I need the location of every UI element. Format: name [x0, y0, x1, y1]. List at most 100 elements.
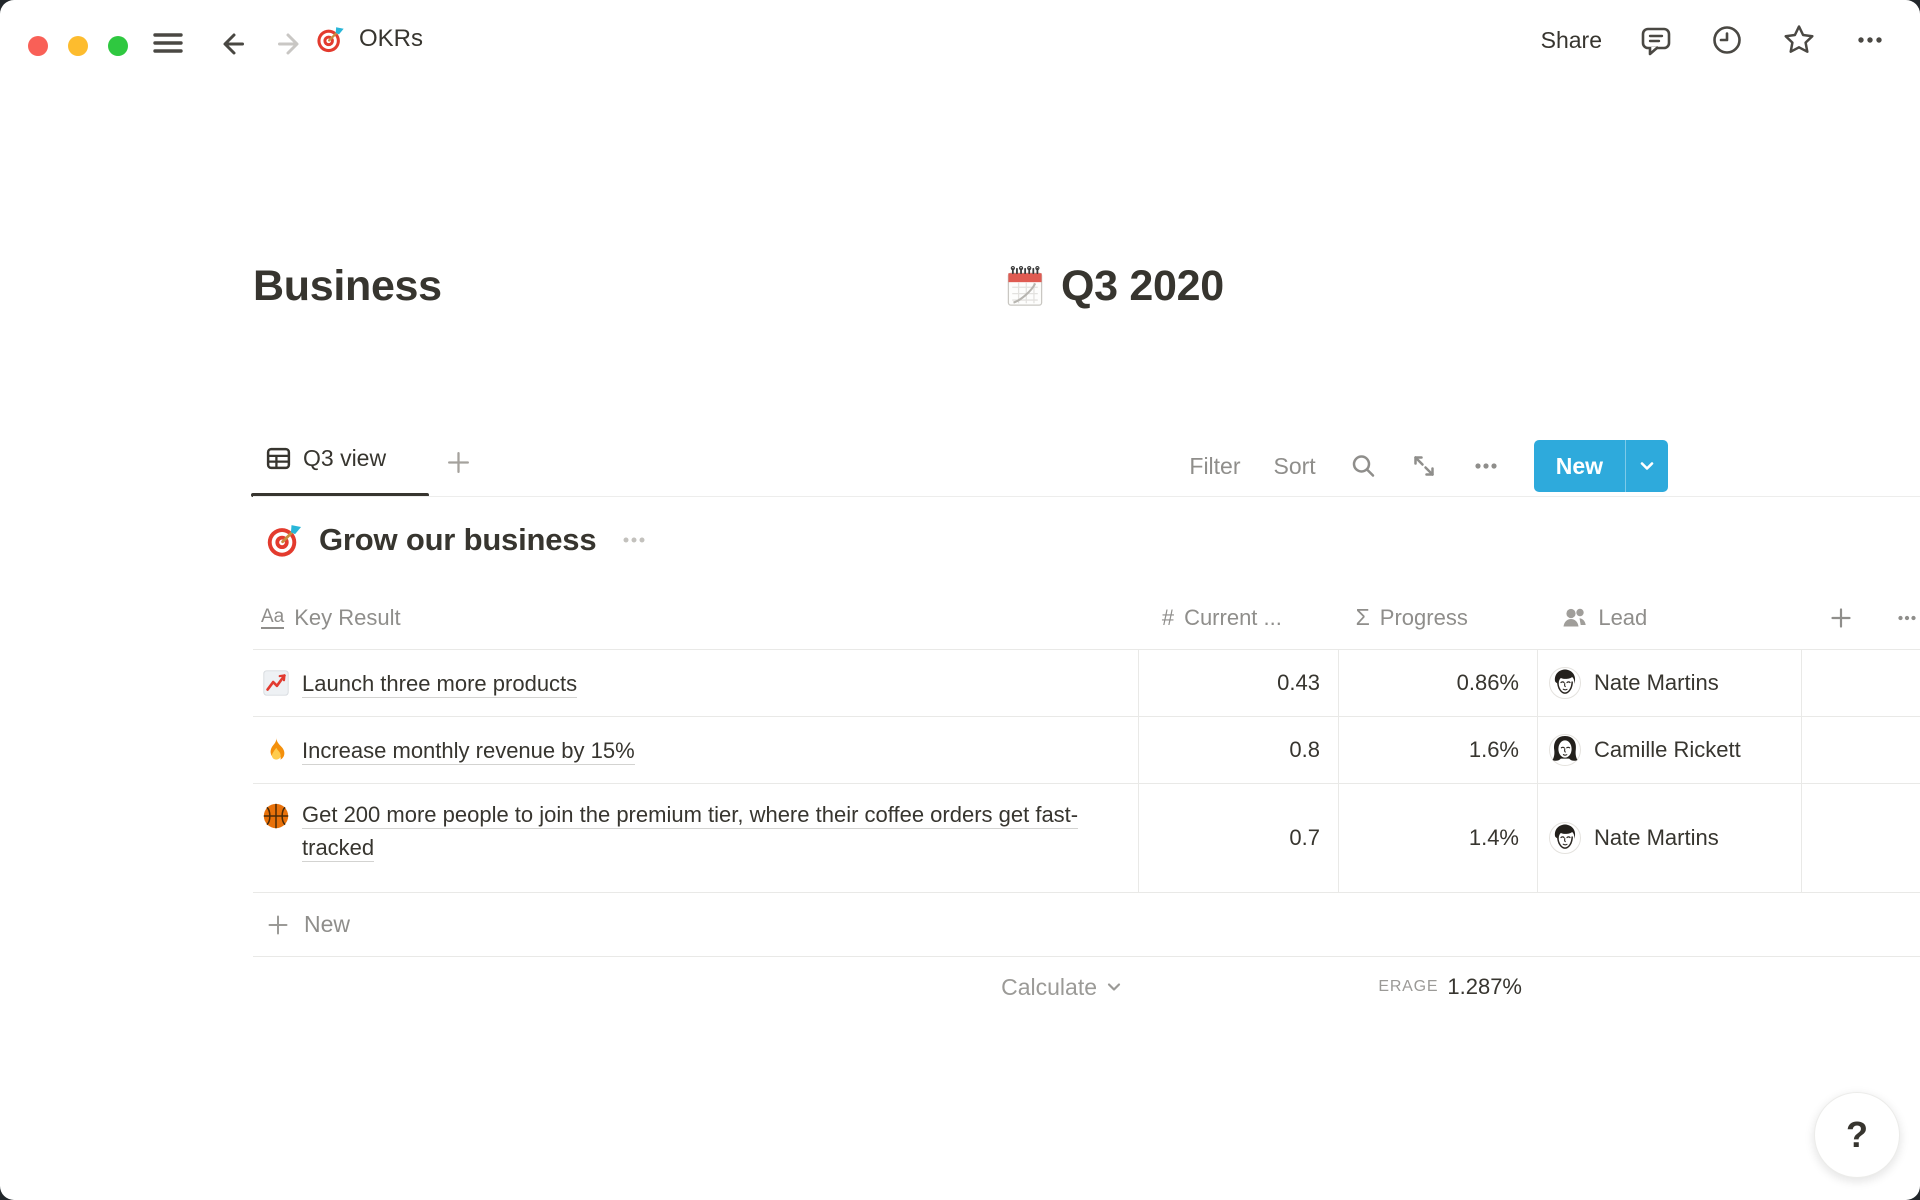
table-header-row: Aa Key Result # Current ... Σ Progress L…: [253, 586, 1920, 650]
chevron-down-icon: [1107, 983, 1121, 991]
basketball-icon: [263, 803, 289, 829]
column-header-progress[interactable]: Σ Progress: [1338, 604, 1537, 631]
cell-progress[interactable]: 1.6%: [1339, 717, 1538, 783]
cell-extra: [1802, 717, 1920, 783]
number-property-icon: #: [1161, 604, 1175, 630]
new-button-divider: [1625, 440, 1626, 492]
cell-lead[interactable]: Nate Martins: [1538, 650, 1802, 716]
cell-progress[interactable]: 0.86%: [1339, 650, 1538, 716]
database-more-icon[interactable]: [620, 526, 648, 554]
minimize-window-button[interactable]: [68, 36, 88, 56]
avatar: [1549, 822, 1581, 854]
okr-table: Aa Key Result # Current ... Σ Progress L…: [253, 586, 1920, 1017]
view-bar: Q3 view Filter Sort: [0, 435, 1920, 497]
calculate-label: Calculate: [1001, 973, 1097, 1000]
viewbar-divider: [253, 496, 1920, 497]
page-link-label: Increase monthly revenue by 15%: [302, 737, 635, 765]
view-more-icon[interactable]: [1471, 451, 1501, 481]
page-link[interactable]: Get 200 more people to join the premium …: [302, 798, 1124, 864]
cell-current[interactable]: 0.7: [1139, 784, 1339, 892]
table-options-icon[interactable]: [1894, 605, 1920, 631]
new-button-group: New: [1533, 440, 1668, 492]
new-row-label: New: [304, 911, 351, 937]
breadcrumb[interactable]: OKRs: [316, 24, 423, 54]
comments-icon[interactable]: [1638, 22, 1674, 58]
progress-average[interactable]: ERAGE 1.287%: [1339, 957, 1522, 1017]
column-header-current[interactable]: # Current ...: [1138, 605, 1338, 631]
cell-lead[interactable]: Nate Martins: [1538, 784, 1802, 892]
column-heading-q3: Q3 2020: [1002, 256, 1224, 316]
person-name: Nate Martins: [1594, 670, 1719, 695]
cell-lead[interactable]: Camille Rickett: [1538, 717, 1802, 783]
new-dropdown-button[interactable]: [1626, 440, 1668, 492]
page-link-label: Get 200 more people to join the premium …: [302, 802, 1079, 862]
spiral-calendar-icon: [1007, 266, 1043, 306]
help-label: ?: [1846, 1114, 1868, 1155]
cell-progress[interactable]: 1.4%: [1339, 784, 1538, 892]
column-header-label: Lead: [1598, 604, 1648, 630]
column-header-label: Key Result: [294, 604, 401, 630]
filter-button[interactable]: Filter: [1189, 452, 1241, 479]
tab-q3-view[interactable]: Q3 view: [265, 445, 386, 472]
window-topbar: OKRs Share: [0, 0, 1920, 80]
target-icon: [317, 27, 344, 53]
average-label: ERAGE: [1378, 978, 1439, 995]
share-button[interactable]: Share: [1540, 26, 1602, 53]
page-link-label: Launch three more products: [302, 670, 578, 698]
person-name: Nate Martins: [1594, 825, 1719, 850]
sort-button[interactable]: Sort: [1273, 452, 1316, 479]
search-icon[interactable]: [1349, 452, 1377, 480]
view-controls: Filter Sort New: [1189, 435, 1668, 497]
person-name: Camille Rickett: [1594, 737, 1741, 762]
page-link[interactable]: Increase monthly revenue by 15%: [302, 734, 635, 767]
column-header-label: Current ...: [1184, 604, 1282, 630]
table-row[interactable]: Increase monthly revenue by 15% 0.8 1.6%…: [253, 717, 1920, 784]
add-view-button[interactable]: [445, 449, 472, 476]
back-button[interactable]: [214, 26, 250, 62]
table-view-icon: [266, 447, 291, 470]
cell-current[interactable]: 0.43: [1139, 650, 1339, 716]
title-property-icon: Aa: [261, 606, 285, 629]
updates-clock-icon[interactable]: [1710, 23, 1744, 57]
forward-button[interactable]: [272, 26, 308, 62]
column-header-lead[interactable]: Lead: [1536, 604, 1800, 632]
column-heading-business: Business: [253, 262, 442, 310]
table-footer: Calculate ERAGE 1.287%: [253, 957, 1920, 1017]
zoom-window-button[interactable]: [108, 36, 128, 56]
close-window-button[interactable]: [28, 36, 48, 56]
cell-key-result[interactable]: Launch three more products: [253, 650, 1139, 716]
new-button-label: New: [1555, 452, 1603, 479]
favorite-star-icon[interactable]: [1780, 21, 1818, 59]
new-button[interactable]: New: [1534, 440, 1625, 492]
calculate-dropdown[interactable]: Calculate: [253, 957, 1123, 1017]
plus-icon: [268, 915, 288, 934]
column-heading-q3-label: Q3 2020: [1061, 262, 1224, 310]
column-header-extra: [1800, 605, 1920, 631]
chart-increasing-icon: [263, 670, 289, 696]
cell-key-result[interactable]: Increase monthly revenue by 15%: [253, 717, 1139, 783]
arrow-right-icon: [278, 33, 299, 55]
arrow-left-icon: [223, 33, 244, 55]
cell-extra: [1802, 784, 1920, 892]
table-row[interactable]: Get 200 more people to join the premium …: [253, 784, 1920, 893]
expand-diagonal-icon[interactable]: [1410, 452, 1438, 480]
chevron-down-icon: [1640, 462, 1654, 470]
table-row[interactable]: Launch three more products 0.43 0.86% Na…: [253, 650, 1920, 717]
add-property-icon[interactable]: [1828, 605, 1854, 631]
average-value: 1.287%: [1447, 974, 1522, 999]
hamburger-icon: [153, 33, 183, 53]
sidebar-menu-button[interactable]: [148, 27, 188, 59]
database-title: Grow our business: [266, 521, 648, 559]
topbar-actions: Share: [1541, 0, 1920, 80]
help-button[interactable]: ?: [1814, 1092, 1900, 1178]
cell-key-result[interactable]: Get 200 more people to join the premium …: [253, 784, 1139, 892]
target-icon: [267, 525, 302, 557]
fire-icon: [270, 737, 285, 760]
more-options-icon[interactable]: [1854, 24, 1886, 56]
page-link[interactable]: Launch three more products: [302, 667, 578, 700]
new-row-button[interactable]: New: [253, 893, 1920, 957]
column-header-key-result[interactable]: Aa Key Result: [253, 605, 1138, 631]
plus-icon: [448, 452, 469, 473]
cell-current[interactable]: 0.8: [1139, 717, 1339, 783]
